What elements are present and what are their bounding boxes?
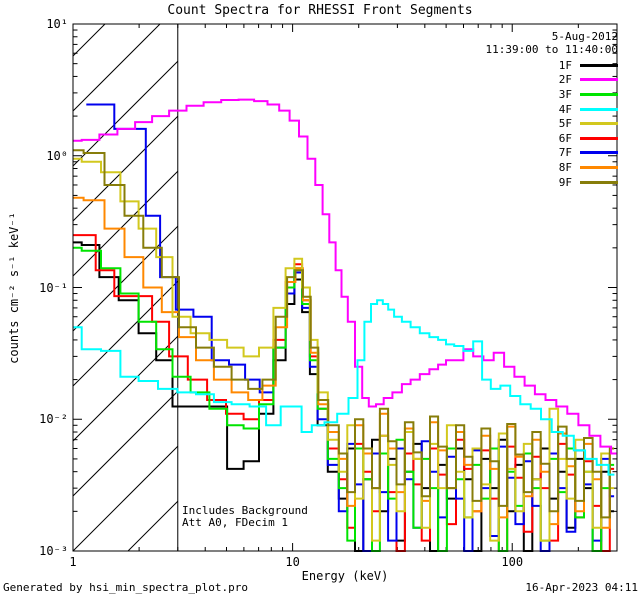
y-tick-label: 10¹	[46, 17, 68, 31]
legend-label: 8F	[558, 160, 572, 174]
legend-item-5F: 5F	[559, 116, 618, 131]
hatch-line	[72, 115, 179, 222]
legend-label: 7F	[558, 146, 572, 160]
legend-color-swatch	[580, 63, 618, 67]
legend-item-7F: 7F	[559, 146, 618, 161]
render-timestamp: 16-Apr-2023 04:11	[525, 581, 638, 594]
series-line-9F	[73, 149, 615, 519]
y-tick-label: 10⁰	[46, 148, 68, 163]
legend-color-swatch	[580, 92, 618, 96]
hatch-line	[72, 335, 179, 442]
series-line-5F	[73, 157, 615, 542]
annotation-att-fdecim: Att A0, FDecim 1	[182, 516, 288, 529]
legend-item-9F: 9F	[559, 175, 618, 190]
legend-color-swatch	[580, 151, 618, 155]
legend-label: 9F	[558, 175, 572, 189]
annotation-includes-background: Includes Background	[182, 504, 308, 517]
legend-item-4F: 4F	[559, 102, 618, 117]
hatch-line	[72, 390, 179, 497]
x-axis-label: Energy (keV)	[301, 569, 389, 583]
legend-color-swatch	[580, 165, 618, 169]
plot-frame	[72, 23, 618, 552]
legend-color-swatch	[580, 136, 618, 140]
hatch-line	[72, 60, 179, 167]
x-tick-label: 1	[69, 555, 77, 569]
hatch-line	[72, 170, 179, 277]
legend-color-swatch	[580, 107, 618, 111]
hatch-line	[72, 445, 179, 552]
legend-label: 2F	[558, 73, 572, 87]
legend-label: 6F	[558, 131, 572, 145]
generator-credit: Generated by hsi_min_spectra_plot.pro	[3, 581, 249, 594]
legend-color-swatch	[580, 78, 618, 82]
legend-item-3F: 3F	[559, 87, 618, 102]
y-tick-label: 10⁻³	[39, 544, 68, 558]
legend-color-swatch	[580, 122, 618, 126]
legend-item-2F: 2F	[559, 73, 618, 88]
legend-label: 5F	[558, 117, 572, 131]
hatch-line	[72, 23, 161, 112]
legend-label: 4F	[558, 102, 572, 116]
y-axis-label: counts cm⁻² s⁻¹ keV⁻¹	[7, 212, 21, 364]
series-line-2F	[73, 98, 617, 455]
hatch-line	[72, 280, 179, 387]
series-line-1F	[73, 241, 615, 552]
legend-color-swatch	[580, 180, 618, 184]
y-tick-label: 10⁻²	[39, 412, 68, 427]
series-line-4F	[73, 299, 615, 476]
observation-date: 5-Aug-2012	[551, 30, 618, 43]
legend-item-1F: 1F	[559, 58, 618, 73]
legend-item-6F: 6F	[559, 131, 618, 146]
series-line-7F	[86, 103, 615, 552]
x-tick-label: 100	[501, 555, 524, 569]
observation-time-range: 11:39:00 to 11:40:00	[485, 43, 618, 56]
page-title: Count Spectra for RHESSI Front Segments	[167, 3, 473, 18]
legend: 1F 2F 3F 4F 5F 6F 7F 8F 9F	[559, 58, 618, 189]
x-tick-label: 10	[285, 555, 300, 569]
legend-item-8F: 8F	[559, 160, 618, 175]
y-tick-label: 10⁻¹	[39, 280, 68, 295]
hatch-line	[72, 23, 106, 57]
hatch-line	[127, 500, 179, 552]
legend-label: 1F	[558, 58, 572, 72]
legend-label: 3F	[558, 87, 572, 101]
